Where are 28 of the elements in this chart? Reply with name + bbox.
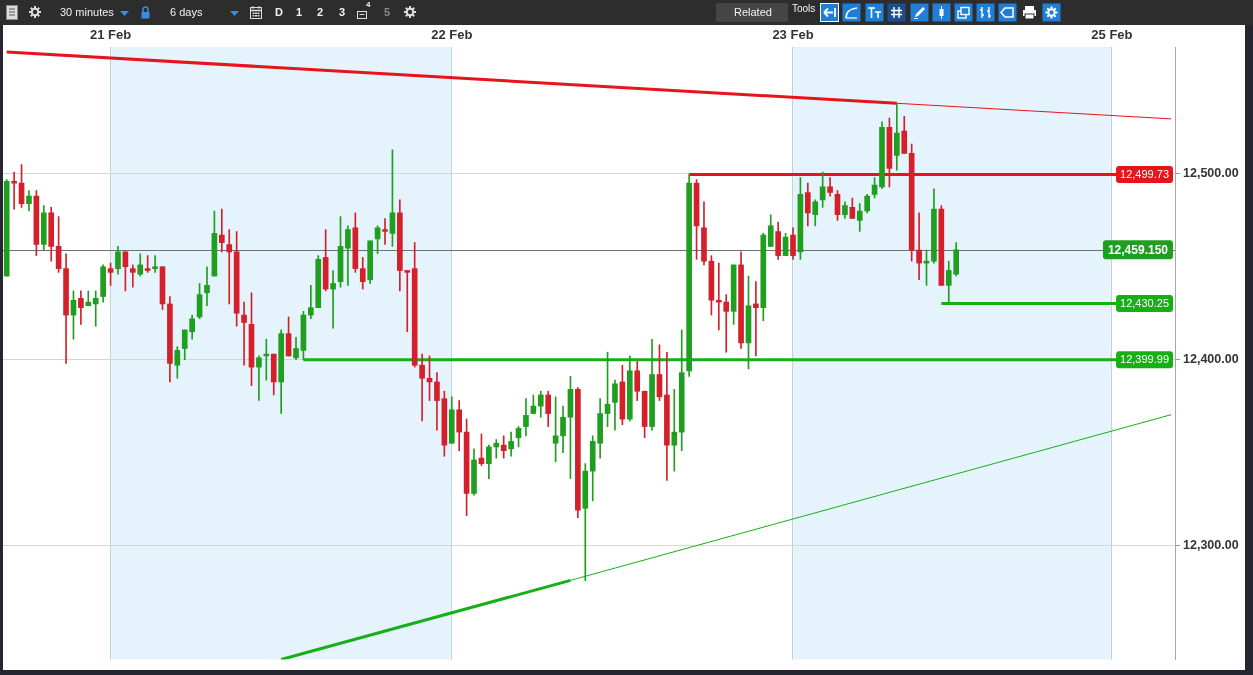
candlestick: [204, 266, 210, 307]
candlestick: [218, 208, 225, 253]
candlestick: [226, 229, 233, 305]
x-tick-label: 22 Feb: [431, 26, 473, 42]
data-label: 12,430.25: [1120, 296, 1169, 309]
candlestick: [129, 264, 136, 288]
data-label: 12,399.99: [1120, 353, 1169, 366]
candlestick: [92, 290, 99, 327]
candlestick: [382, 218, 388, 245]
candlestick: [256, 355, 262, 401]
toolbar: 30 minutes 6 days D 1 2 3 4 5 Related Tools: [0, 0, 1253, 25]
y-tick-label: 12,300.00: [1183, 537, 1239, 552]
x-tick-label: 23 Feb: [772, 26, 814, 42]
x-tick-label: 21 Feb: [89, 26, 132, 42]
candlestick: [753, 281, 759, 357]
candlestick: [493, 439, 500, 459]
candlestick: [152, 255, 158, 273]
data-label: 12,499.73: [1120, 167, 1169, 180]
y-tick-label: 12,400.00: [1183, 352, 1239, 367]
candlestick: [916, 212, 922, 281]
y-tick-label: 12,500.00: [1183, 166, 1239, 181]
candlestick: [11, 171, 17, 210]
candlestick: [723, 294, 730, 353]
x-tick-label: 25 Feb: [1091, 26, 1133, 42]
candlestick: [241, 301, 247, 366]
candlestick: [330, 270, 336, 329]
ref-line-label: 12,459.150: [1107, 242, 1169, 257]
candlestick: [671, 389, 678, 472]
